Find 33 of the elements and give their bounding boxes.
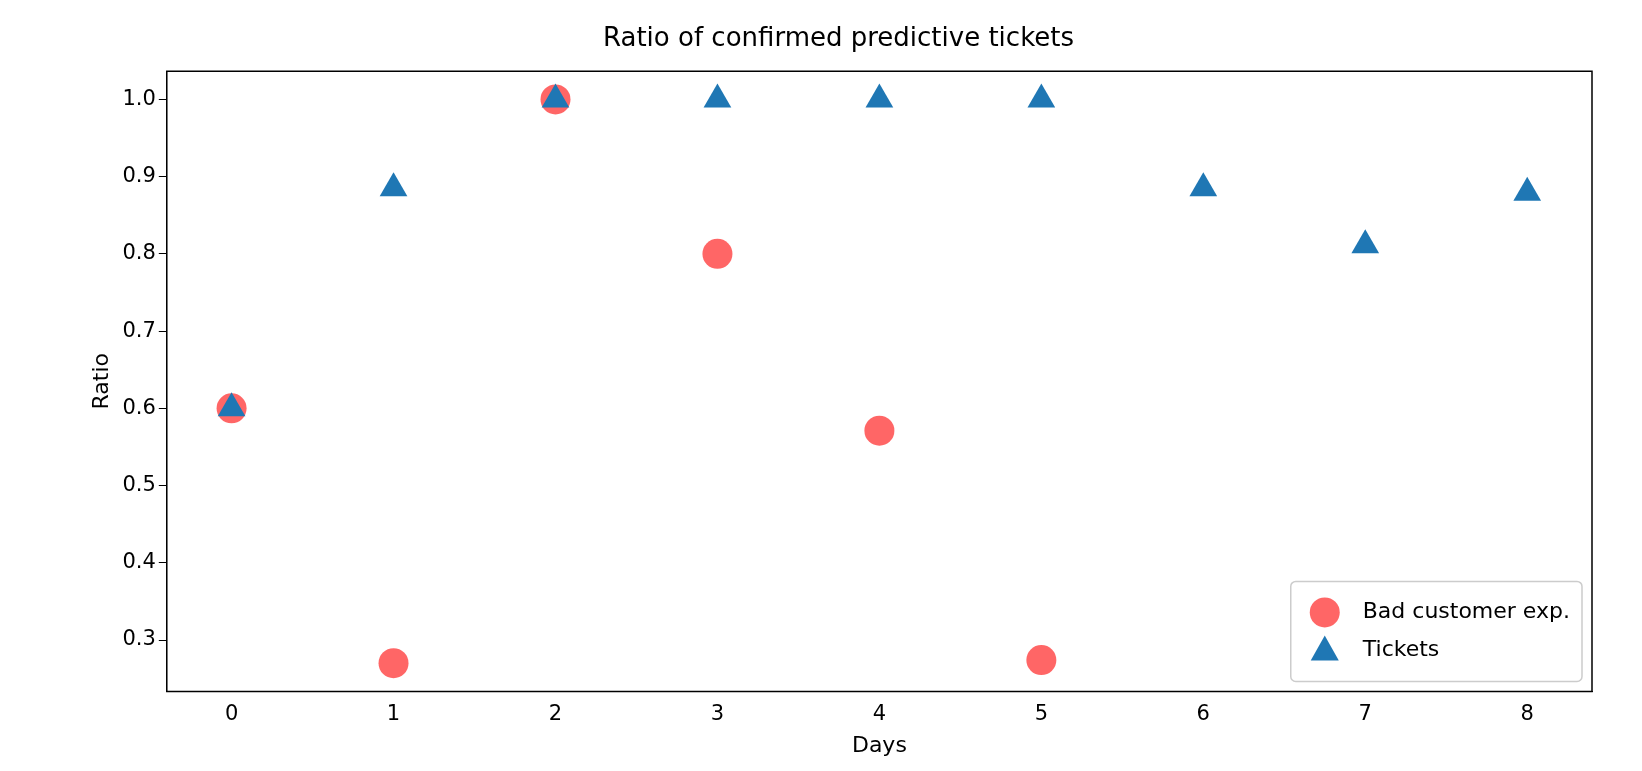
x-axis-title: Days [851, 731, 907, 757]
x-tick-label: 8 [1520, 701, 1534, 726]
y-tick-label: 0.6 [122, 394, 156, 419]
x-tick-label: 1 [386, 701, 401, 726]
x-tick-label: 3 [710, 701, 725, 726]
x-tick-label: 7 [1358, 701, 1372, 726]
point [865, 83, 894, 108]
legend-label: Bad customer exp. [1362, 598, 1570, 624]
chart-title: Ratio of confirmed predictive tickets [602, 22, 1075, 53]
y-tick-label: 0.9 [122, 163, 156, 188]
point [1027, 83, 1056, 108]
point [541, 83, 570, 108]
y-axis-title: Ratio [87, 353, 113, 410]
x-tick-label: 0 [224, 701, 239, 726]
x-tick-label: 5 [1034, 701, 1049, 726]
point [1189, 172, 1218, 197]
point [703, 83, 732, 108]
y-tick-label: 0.8 [122, 240, 156, 265]
point [1513, 176, 1542, 201]
y-tick-label: 0.3 [122, 626, 156, 651]
y-tick-label: 0.4 [122, 549, 156, 574]
point [378, 648, 409, 679]
x-tick-label: 6 [1196, 701, 1210, 726]
point [864, 415, 895, 446]
point [1351, 229, 1380, 254]
point [1026, 645, 1057, 676]
y-tick-label: 0.7 [122, 317, 156, 342]
point [379, 172, 408, 197]
x-tick-label: 4 [872, 701, 887, 726]
y-tick-label: 1.0 [122, 85, 156, 110]
x-tick-label: 2 [548, 701, 563, 726]
y-tick-label: 0.5 [122, 472, 156, 497]
legend-label: Tickets [1361, 636, 1440, 662]
